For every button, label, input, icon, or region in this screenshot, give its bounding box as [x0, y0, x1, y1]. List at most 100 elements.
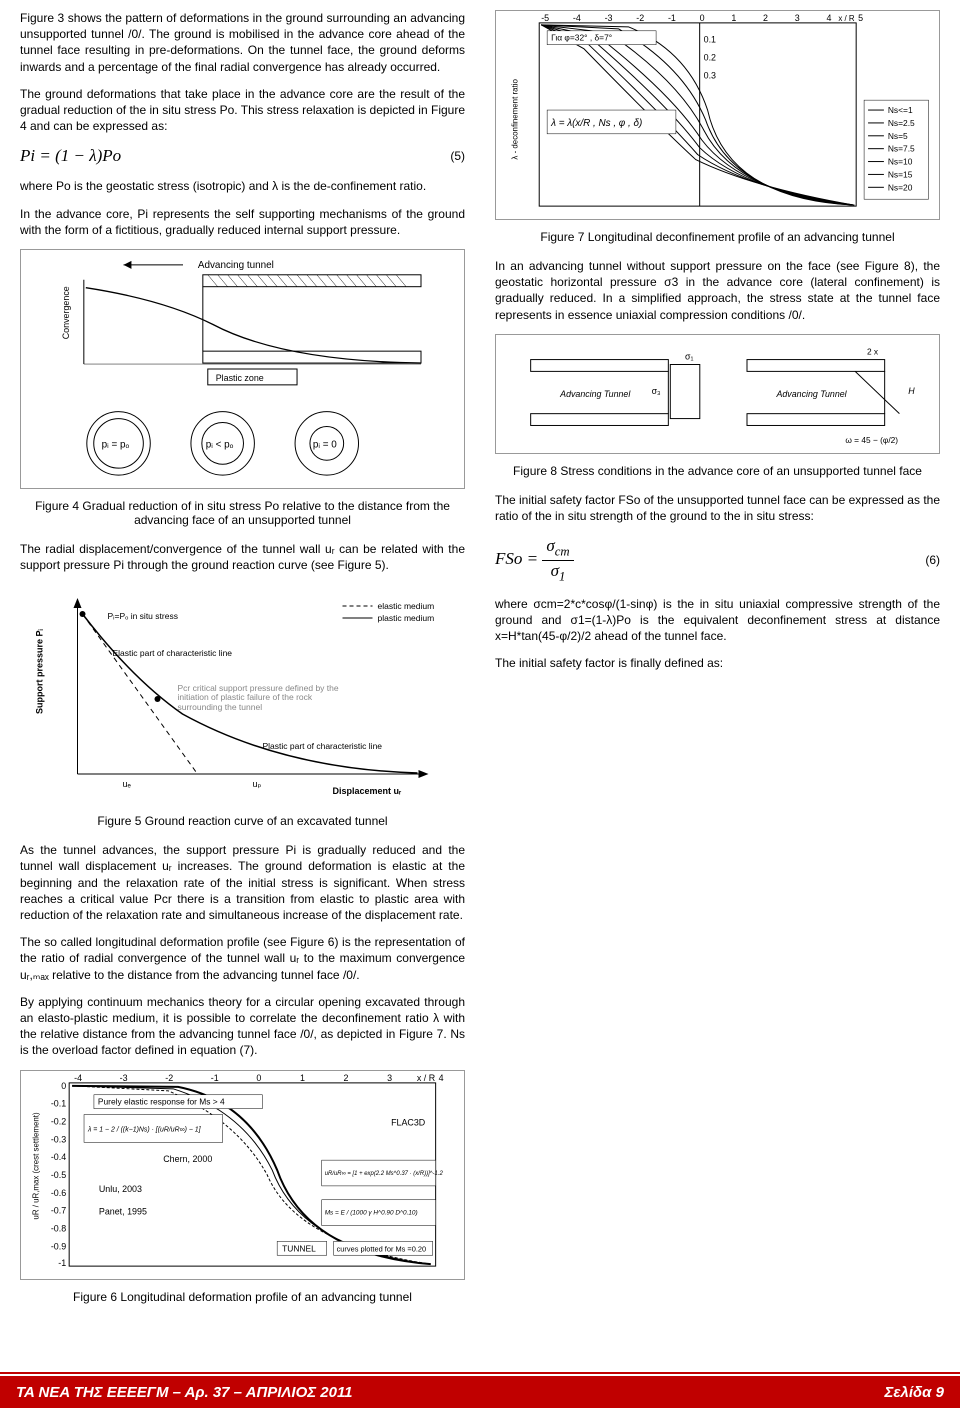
fig4-plastic: Plastic zone — [216, 373, 264, 383]
svg-text:2: 2 — [763, 13, 768, 23]
svg-text:Purely elastic response for Ms: Purely elastic response for Ms > 4 — [98, 1096, 225, 1106]
equation-number: (6) — [925, 553, 940, 567]
svg-text:Panet, 1995: Panet, 1995 — [99, 1206, 147, 1216]
svg-text:plastic medium: plastic medium — [378, 613, 435, 623]
svg-text:-0.2: -0.2 — [51, 1116, 66, 1126]
svg-text:Pᵢ=Pₒ in situ stress: Pᵢ=Pₒ in situ stress — [108, 611, 178, 621]
svg-text:2: 2 — [344, 1072, 349, 1082]
svg-text:x / R: x / R — [838, 14, 855, 23]
svg-text:0: 0 — [700, 13, 705, 23]
svg-text:uR / uR,max (crest settlement): uR / uR,max (crest settlement) — [31, 1112, 40, 1220]
svg-text:4: 4 — [439, 1072, 444, 1082]
svg-text:λ = 1 − 2 / ((k−1)Ns) · [(uR/u: λ = 1 − 2 / ((k−1)Ns) · [(uR/uR∞) − 1] — [87, 1126, 202, 1133]
svg-text:-1: -1 — [211, 1072, 219, 1082]
svg-text:Ms = E / (1000 γ H^0.90 D^0.10: Ms = E / (1000 γ H^0.90 D^0.10) — [325, 1209, 418, 1216]
svg-text:0.1: 0.1 — [704, 35, 716, 45]
figure-5: Support pressure Pᵢ Displacement uᵣ Pᵢ=P… — [20, 584, 465, 804]
svg-text:-0.8: -0.8 — [51, 1223, 66, 1233]
svg-text:-0.5: -0.5 — [51, 1169, 66, 1179]
equation-5: Pi = (1 − λ)Po (5) — [20, 146, 465, 166]
fig4-ring2: pᵢ < pₒ — [191, 412, 254, 475]
svg-text:-0.9: -0.9 — [51, 1241, 66, 1251]
svg-text:Unlu, 2003: Unlu, 2003 — [99, 1183, 142, 1193]
svg-text:Displacement uᵣ: Displacement uᵣ — [333, 786, 403, 796]
svg-text:-2: -2 — [165, 1072, 173, 1082]
equation-text: FSo = σcm σ1 — [495, 536, 574, 584]
svg-text:pᵢ < pₒ: pᵢ < pₒ — [206, 439, 234, 450]
svg-text:1: 1 — [300, 1072, 305, 1082]
figure-7: -5-4-3 -2-10 123 4 x / R 5 0.10.20.3 λ -… — [495, 10, 940, 220]
para: where σcm=2*c*cosφ/(1-sinφ) is the in si… — [495, 596, 940, 645]
svg-text:4: 4 — [826, 13, 831, 23]
svg-text:2 x: 2 x — [867, 346, 879, 356]
svg-text:Ns=5: Ns=5 — [888, 131, 908, 141]
svg-text:Elastic part of characteristic: Elastic part of characteristic line — [113, 648, 233, 658]
svg-text:pᵢ = 0: pᵢ = 0 — [313, 439, 337, 450]
footer-left: ΤΑ ΝΕΑ ΤΗΣ ΕΕΕΕΓΜ – Αρ. 37 – ΑΠΡΙΛΙΟΣ 20… — [16, 1384, 353, 1401]
svg-text:0.3: 0.3 — [704, 70, 716, 80]
svg-text:-0.6: -0.6 — [51, 1187, 66, 1197]
equation-text: Pi = (1 − λ)Po — [20, 146, 121, 166]
svg-text:Ns=20: Ns=20 — [888, 182, 913, 192]
svg-text:Advancing Tunnel: Advancing Tunnel — [559, 389, 631, 399]
fig4-advancing: Advancing tunnel — [198, 260, 274, 271]
svg-text:0: 0 — [256, 1072, 261, 1082]
svg-text:Για φ=32° , δ=7°: Για φ=32° , δ=7° — [551, 33, 612, 43]
svg-text:1: 1 — [731, 13, 736, 23]
figure-6-caption: Figure 6 Longitudinal deformation profil… — [20, 1290, 465, 1304]
equation-6: FSo = σcm σ1 (6) — [495, 536, 940, 584]
svg-text:Chern, 2000: Chern, 2000 — [163, 1154, 212, 1164]
svg-text:ω = 45 − (φ/2): ω = 45 − (φ/2) — [845, 435, 898, 445]
svg-text:-0.1: -0.1 — [51, 1098, 66, 1108]
svg-text:uₚ: uₚ — [253, 779, 262, 789]
svg-text:3: 3 — [387, 1072, 392, 1082]
para: The ground deformations that take place … — [20, 86, 465, 135]
para: The initial safety factor FSo of the uns… — [495, 492, 940, 524]
svg-text:Ns=7.5: Ns=7.5 — [888, 144, 915, 154]
svg-text:-4: -4 — [74, 1072, 82, 1082]
svg-text:Advancing Tunnel: Advancing Tunnel — [776, 389, 848, 399]
para: Figure 3 shows the pattern of deformatio… — [20, 10, 465, 75]
svg-text:x / R: x / R — [417, 1072, 436, 1082]
fig4-ring1: pᵢ = pₒ — [87, 412, 150, 475]
svg-text:5: 5 — [858, 13, 863, 23]
svg-text:0: 0 — [61, 1080, 66, 1090]
fig4-convergence: Convergence — [61, 286, 71, 339]
svg-text:H: H — [908, 386, 915, 396]
svg-text:λ = λ(x/R , Ns , φ , δ): λ = λ(x/R , Ns , φ , δ) — [550, 118, 642, 129]
page-footer: ΤΑ ΝΕΑ ΤΗΣ ΕΕΕΕΓΜ – Αρ. 37 – ΑΠΡΙΛΙΟΣ 20… — [0, 1376, 960, 1408]
para: The initial safety factor is finally def… — [495, 655, 940, 671]
svg-text:-1: -1 — [58, 1258, 66, 1268]
svg-text:-0.3: -0.3 — [51, 1134, 66, 1144]
svg-text:3: 3 — [795, 13, 800, 23]
svg-text:Ns=15: Ns=15 — [888, 169, 913, 179]
svg-text:-3: -3 — [120, 1072, 128, 1082]
svg-text:-3: -3 — [605, 13, 613, 23]
svg-text:-0.7: -0.7 — [51, 1205, 66, 1215]
svg-text:λ - deconfinement ratio: λ - deconfinement ratio — [510, 79, 519, 160]
para: The so called longitudinal deformation p… — [20, 934, 465, 983]
figure-4-caption: Figure 4 Gradual reduction of in situ st… — [20, 499, 465, 527]
figure-7-caption: Figure 7 Longitudinal deconfinement prof… — [495, 230, 940, 244]
svg-text:-4: -4 — [573, 13, 581, 23]
para: By applying continuum mechanics theory f… — [20, 994, 465, 1059]
svg-text:Ns=2.5: Ns=2.5 — [888, 118, 915, 128]
page-body: Figure 3 shows the pattern of deformatio… — [20, 0, 940, 1340]
para: In an advancing tunnel without support p… — [495, 258, 940, 323]
figure-5-caption: Figure 5 Ground reaction curve of an exc… — [20, 814, 465, 828]
footer-right: Σελίδα 9 — [884, 1384, 944, 1401]
svg-text:FLAC3D: FLAC3D — [391, 1117, 425, 1127]
svg-text:σ₃: σ₃ — [652, 386, 661, 396]
svg-text:Plastic part of characteristic: Plastic part of characteristic line — [263, 741, 383, 751]
svg-text:curves plotted for Ms =0.20: curves plotted for Ms =0.20 — [337, 1244, 427, 1253]
para: where Po is the geostatic stress (isotro… — [20, 178, 465, 194]
figure-8-caption: Figure 8 Stress conditions in the advanc… — [495, 464, 940, 478]
figure-6: -4 -3 -2 -1 0 1 2 3 x / R 4 0 -0.1 -0.2 -0.3 -0.… — [20, 1070, 465, 1280]
para: In the advance core, Pi represents the s… — [20, 206, 465, 238]
svg-text:-2: -2 — [636, 13, 644, 23]
svg-text:-0.4: -0.4 — [51, 1152, 66, 1162]
svg-text:elastic medium: elastic medium — [378, 601, 435, 611]
svg-text:uR/uR∞ = [1 + exp(2.2 Ms^0.37: uR/uR∞ = [1 + exp(2.2 Ms^0.37 · (x/R))]^… — [325, 1171, 444, 1177]
svg-text:0.2: 0.2 — [704, 53, 716, 63]
svg-text:uₑ: uₑ — [123, 779, 132, 789]
